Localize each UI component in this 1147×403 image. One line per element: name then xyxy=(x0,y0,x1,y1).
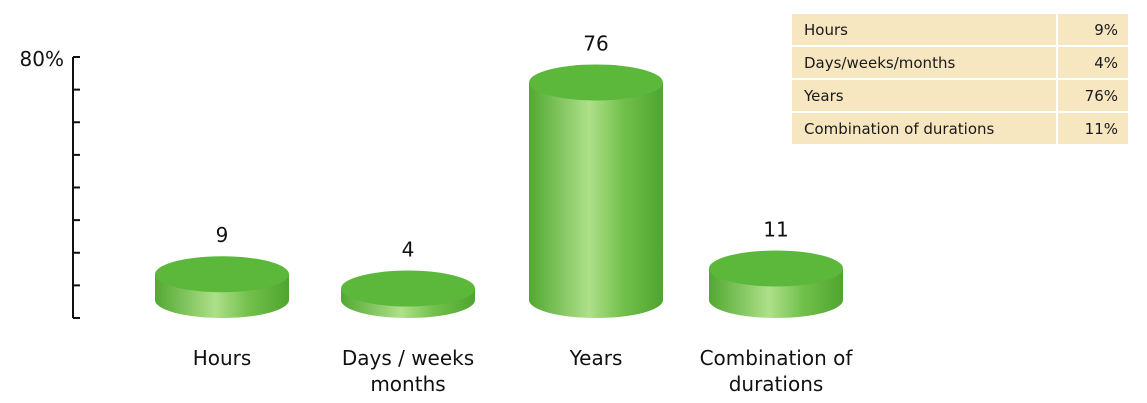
bar-top xyxy=(529,64,663,101)
data-label: 11 xyxy=(763,218,788,242)
bar-body xyxy=(529,82,663,318)
legend-row: Hours 9% xyxy=(790,12,1130,47)
legend-category: Years xyxy=(790,78,1058,113)
data-label: 4 xyxy=(402,238,415,262)
bar xyxy=(155,256,289,318)
legend-row: Years 76% xyxy=(790,78,1130,113)
y-tick-label: 80% xyxy=(20,47,64,71)
bar xyxy=(529,64,663,318)
x-tick-label: Hours xyxy=(192,346,252,370)
data-label: 76 xyxy=(583,31,608,55)
legend-category: Combination of durations xyxy=(790,111,1058,146)
bar xyxy=(341,270,475,318)
x-tick-label: Years xyxy=(569,346,623,370)
x-tick-label: Combination of durations xyxy=(699,346,853,396)
y-axis: 80% xyxy=(20,47,80,319)
legend-category: Days/weeks/months xyxy=(790,45,1058,80)
legend-row: Days/weeks/months 4% xyxy=(790,45,1130,80)
bar xyxy=(709,250,843,318)
legend-row: Combination of durations 11% xyxy=(790,111,1130,146)
bar-top xyxy=(709,250,843,287)
legend-value: 4% xyxy=(1056,45,1130,80)
bar-top xyxy=(341,270,475,307)
legend-value: 11% xyxy=(1056,111,1130,146)
legend-value: 76% xyxy=(1056,78,1130,113)
bars xyxy=(155,64,843,318)
bar-top xyxy=(155,256,289,293)
legend-table: Hours 9% Days/weeks/months 4% Years 76% … xyxy=(790,12,1130,146)
legend-value: 9% xyxy=(1056,12,1130,47)
data-labels: 9 4 76 11 xyxy=(216,31,789,261)
legend-category: Hours xyxy=(790,12,1058,47)
data-label: 9 xyxy=(216,223,229,247)
x-tick-label: Days / weeks months xyxy=(341,346,475,396)
